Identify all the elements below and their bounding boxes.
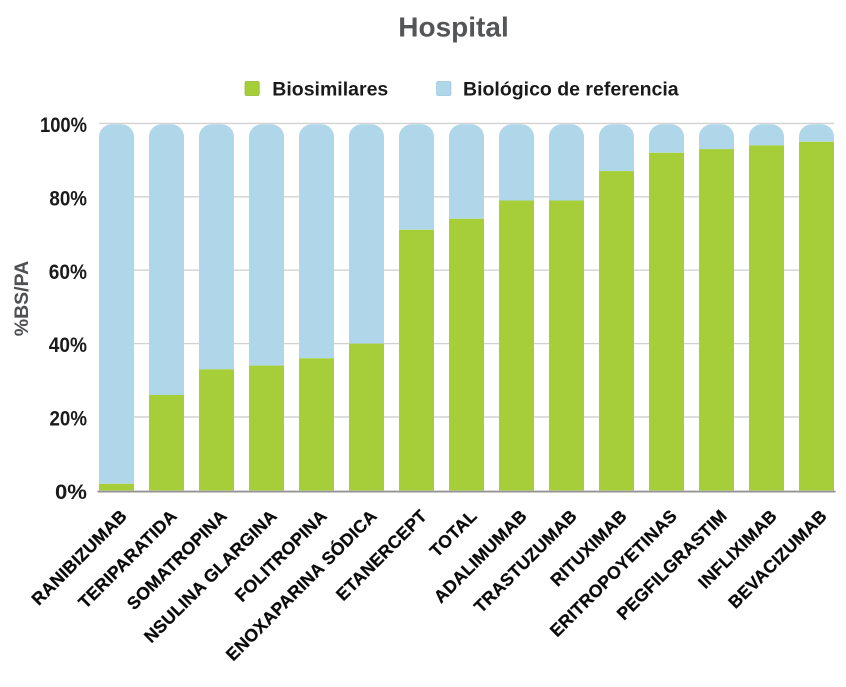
svg-text:40%: 40% (49, 333, 87, 357)
svg-text:Biosimilares: Biosimilares (272, 78, 388, 100)
svg-text:100%: 100% (40, 113, 87, 137)
svg-text:Hospital: Hospital (398, 12, 508, 43)
svg-text:20%: 20% (50, 407, 88, 431)
svg-text:60%: 60% (49, 260, 87, 284)
svg-text:80%: 80% (49, 186, 87, 210)
svg-text:0%: 0% (55, 480, 87, 504)
svg-text:Biológico de referencia: Biológico de referencia (463, 78, 679, 100)
svg-text:%BS/PA: %BS/PA (11, 261, 33, 337)
